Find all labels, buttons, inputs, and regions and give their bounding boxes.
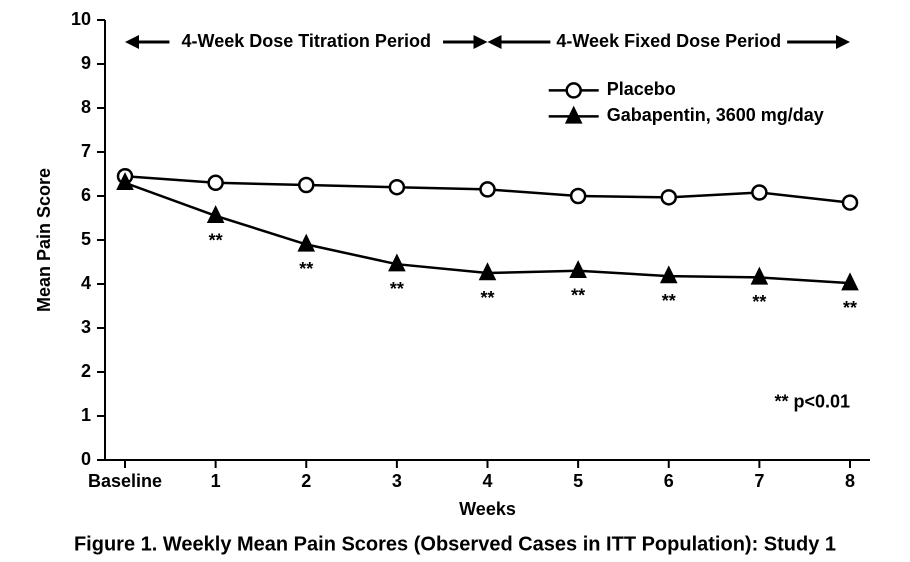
x-tick-label: 7 bbox=[754, 471, 764, 491]
x-tick-label: 4 bbox=[482, 471, 492, 491]
y-tick-label: 8 bbox=[81, 97, 91, 117]
significance-marker: ** bbox=[209, 231, 223, 251]
y-tick-label: 6 bbox=[81, 185, 91, 205]
marker-circle bbox=[299, 178, 313, 192]
period-arrowhead bbox=[474, 35, 488, 49]
y-tick-label: 4 bbox=[81, 273, 91, 293]
significance-note: ** p<0.01 bbox=[774, 392, 850, 412]
marker-circle bbox=[209, 176, 223, 190]
period-label: 4-Week Dose Titration Period bbox=[182, 31, 431, 51]
marker-circle bbox=[662, 190, 676, 204]
period-arrowhead bbox=[488, 35, 502, 49]
y-tick-label: 1 bbox=[81, 405, 91, 425]
y-tick-label: 9 bbox=[81, 53, 91, 73]
significance-marker: ** bbox=[390, 279, 404, 299]
y-tick-label: 7 bbox=[81, 141, 91, 161]
period-arrowhead bbox=[836, 35, 850, 49]
legend-marker bbox=[566, 107, 582, 123]
y-tick-label: 2 bbox=[81, 361, 91, 381]
figure-caption: Figure 1. Weekly Mean Pain Scores (Obser… bbox=[74, 533, 836, 555]
x-tick-label: 5 bbox=[573, 471, 583, 491]
significance-marker: ** bbox=[662, 291, 676, 311]
x-axis-label: Weeks bbox=[459, 499, 516, 519]
chart-svg: 0 1 2 3 4 5 6 7 8 9 10 Mean Pain Score Baseline 1 2 3 4 5… bbox=[0, 0, 910, 562]
significance-marker: ** bbox=[480, 288, 494, 308]
y-tick-label: 5 bbox=[81, 229, 91, 249]
x-tick-label: 2 bbox=[301, 471, 311, 491]
legend-label: Placebo bbox=[607, 79, 676, 99]
x-tick-label: 3 bbox=[392, 471, 402, 491]
chart-container: { "chart": { "type": "line", "background… bbox=[0, 0, 910, 562]
x-tick-label: Baseline bbox=[88, 471, 162, 491]
period-arrowhead bbox=[125, 35, 139, 49]
significance-marker: ** bbox=[752, 292, 766, 312]
period-label: 4-Week Fixed Dose Period bbox=[556, 31, 781, 51]
x-tick-label: 1 bbox=[211, 471, 221, 491]
marker-circle bbox=[571, 189, 585, 203]
significance-marker: ** bbox=[299, 259, 313, 279]
marker-triangle bbox=[570, 261, 586, 277]
legend-marker bbox=[567, 83, 581, 97]
marker-circle bbox=[843, 196, 857, 210]
y-tick-label: 0 bbox=[81, 449, 91, 469]
y-tick-label: 10 bbox=[71, 9, 91, 29]
marker-circle bbox=[481, 182, 495, 196]
x-tick-label: 6 bbox=[664, 471, 674, 491]
legend-label: Gabapentin, 3600 mg/day bbox=[607, 105, 824, 125]
marker-circle bbox=[752, 185, 766, 199]
significance-marker: ** bbox=[843, 298, 857, 318]
y-tick-label: 3 bbox=[81, 317, 91, 337]
marker-triangle bbox=[751, 268, 767, 284]
y-axis-label: Mean Pain Score bbox=[34, 168, 54, 312]
x-tick-label: 8 bbox=[845, 471, 855, 491]
significance-marker: ** bbox=[571, 286, 585, 306]
marker-circle bbox=[390, 180, 404, 194]
